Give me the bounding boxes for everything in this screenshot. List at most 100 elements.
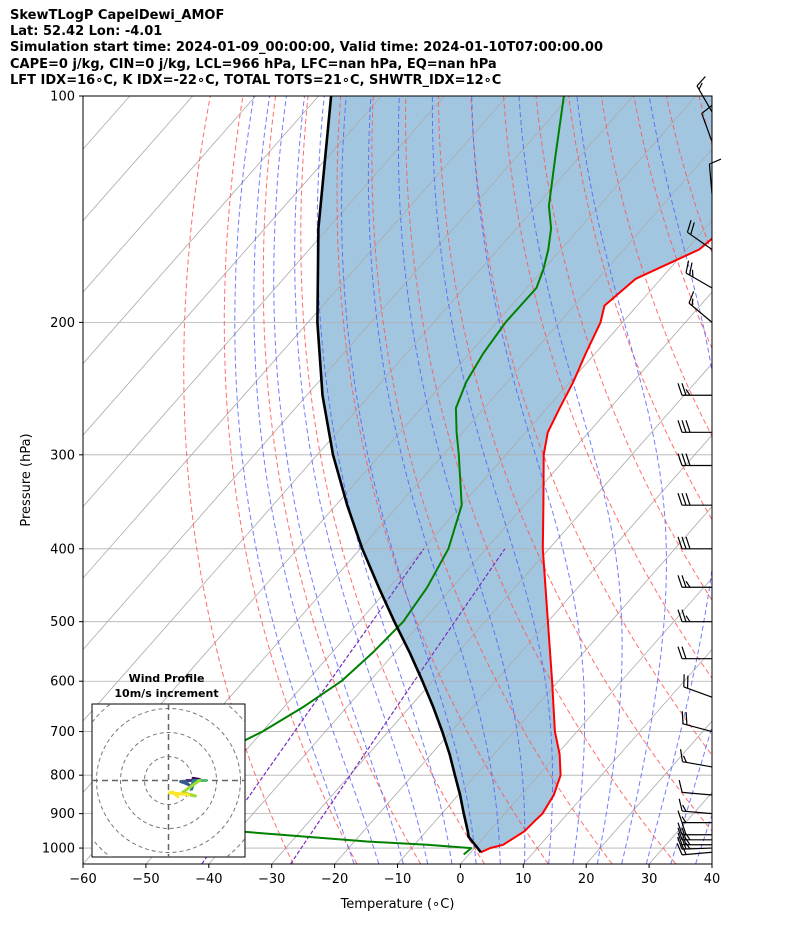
- wind-barb: [677, 609, 712, 623]
- wind-barb-flag: [677, 492, 683, 506]
- isotherm-line: [83, 96, 571, 651]
- wind-barb: [681, 711, 713, 733]
- temperature-profile-line: [480, 237, 712, 854]
- wind-barb-flag: [681, 827, 687, 840]
- dry-adiabat-line: [336, 96, 549, 864]
- isotherm-line: [83, 96, 508, 579]
- wind-barb-flag: [685, 536, 691, 549]
- wind-barb-flag: [685, 842, 691, 850]
- wind-barb-flag: [681, 822, 687, 835]
- dry-adiabat-line: [698, 96, 712, 147]
- isotherm-line: [397, 505, 712, 864]
- wind-barb: [686, 220, 713, 251]
- wind-barb-flag: [681, 453, 687, 466]
- dry-adiabat-line: [405, 96, 677, 864]
- isotherm-line: [83, 96, 256, 293]
- isotherm-line: [271, 363, 712, 864]
- wind-barb-flag: [685, 260, 690, 274]
- moist-adiabat-line: [471, 96, 586, 864]
- dry-adiabat-line: [764, 96, 794, 864]
- moist-adiabat-line: [431, 96, 554, 864]
- wind-barb-flag: [681, 536, 687, 549]
- dry-adiabat-line: [732, 96, 794, 864]
- wind-barb-flag: [685, 453, 691, 466]
- moist-adiabat-line: [294, 96, 429, 864]
- isotherm-line: [334, 434, 712, 864]
- wind-barb-flag: [681, 646, 687, 659]
- x-tick-label: −60: [69, 872, 96, 887]
- y-tick-label: 1000: [42, 842, 75, 857]
- y-tick-label: 200: [50, 316, 75, 331]
- isotherm-line: [522, 648, 712, 864]
- moist-adiabat-line: [234, 96, 355, 864]
- wind-barb: [677, 822, 712, 836]
- chart-title-block: SkewTLogP CapelDewi_AMOF Lat: 52.42 Lon:…: [10, 8, 603, 89]
- wind-barb-flag: [677, 646, 683, 659]
- hodograph-subtitle: 10m/s increment: [114, 687, 218, 700]
- y-tick-label: 300: [50, 448, 75, 463]
- hodograph-title: Wind Profile: [129, 672, 205, 685]
- wind-barb-flag: [698, 82, 703, 90]
- moist-adiabat-line: [576, 96, 667, 864]
- wind-barb-flag: [681, 383, 687, 396]
- wind-barb-flag: [677, 837, 683, 850]
- x-tick-label: −20: [321, 872, 348, 887]
- hodograph-trace-segment: [181, 779, 201, 794]
- y-axis-label: Pressure (hPa): [19, 433, 34, 526]
- dry-adiabat-line: [437, 96, 712, 832]
- axes: −60 −50 −40 −30 −20 −10 0 10 20 30 40 100 200 300 400 5…: [19, 90, 720, 913]
- title-line-times: Simulation start time: 2024-01-09_00:00:…: [10, 40, 603, 56]
- wind-barb-shaft: [682, 791, 713, 796]
- x-tick-label: −30: [258, 872, 285, 887]
- wind-barb: [677, 810, 712, 824]
- wind-barb-flag: [677, 420, 683, 433]
- isotherm-line: [711, 863, 712, 864]
- wind-barb-shaft: [682, 810, 713, 815]
- wind-barb: [678, 779, 713, 796]
- wind-barb-flag: [677, 536, 683, 549]
- hodograph-inset: Wind Profile 10m/s increment: [91, 672, 246, 858]
- wind-barb-flag: [701, 105, 713, 114]
- wind-barb: [708, 158, 722, 195]
- wind-barb-flag: [677, 810, 683, 823]
- wind-barb-flag: [685, 712, 688, 725]
- dry-adiabat-line: [503, 96, 712, 680]
- dry-adiabat-line: [223, 96, 358, 864]
- moist-adiabat-line: [518, 96, 623, 864]
- x-tick-label: 10: [515, 872, 532, 887]
- wind-barb-shaft: [688, 302, 713, 323]
- hodograph-plot: [92, 704, 245, 857]
- x-tick-label: −10: [384, 872, 411, 887]
- wind-barb-flag: [696, 76, 706, 87]
- wind-barb-flag: [680, 749, 684, 762]
- wind-barb-shaft: [682, 851, 713, 856]
- wind-barb-flag: [677, 575, 683, 588]
- mixing-ratio-line: [290, 548, 506, 864]
- wind-barb-flag: [685, 420, 691, 433]
- moist-adiabat-line: [316, 96, 453, 864]
- wind-barb-shaft: [682, 761, 713, 768]
- y-tick-label: 100: [50, 90, 75, 105]
- y-tick-label: 800: [50, 769, 75, 784]
- dry-adiabat-line: [262, 96, 422, 864]
- wind-barb: [677, 420, 712, 433]
- wind-barb-flag: [688, 262, 693, 276]
- wind-barb-flag: [685, 615, 691, 623]
- wind-barb-flag: [685, 388, 691, 396]
- wind-barb-flag: [681, 711, 684, 724]
- wind-barb-flag: [686, 220, 692, 233]
- moist-adiabat-line: [367, 96, 501, 864]
- title-line-indices: LFT IDX=16∘C, K IDX=-22∘C, TOTAL TOTS=21…: [10, 72, 502, 88]
- y-tick-label: 900: [50, 807, 75, 822]
- wind-barb-shaft: [681, 847, 713, 850]
- hodograph-trace-segment: [171, 790, 180, 799]
- isotherm-line: [460, 577, 712, 864]
- wind-barb: [688, 291, 713, 323]
- x-tick-label: 40: [704, 872, 721, 887]
- wind-barb: [683, 674, 713, 698]
- wind-barb-shaft: [685, 272, 713, 289]
- wind-barb: [677, 646, 712, 660]
- wind-barb: [677, 383, 712, 396]
- title-line-location: Lat: 52.42 Lon: -4.01: [10, 24, 163, 40]
